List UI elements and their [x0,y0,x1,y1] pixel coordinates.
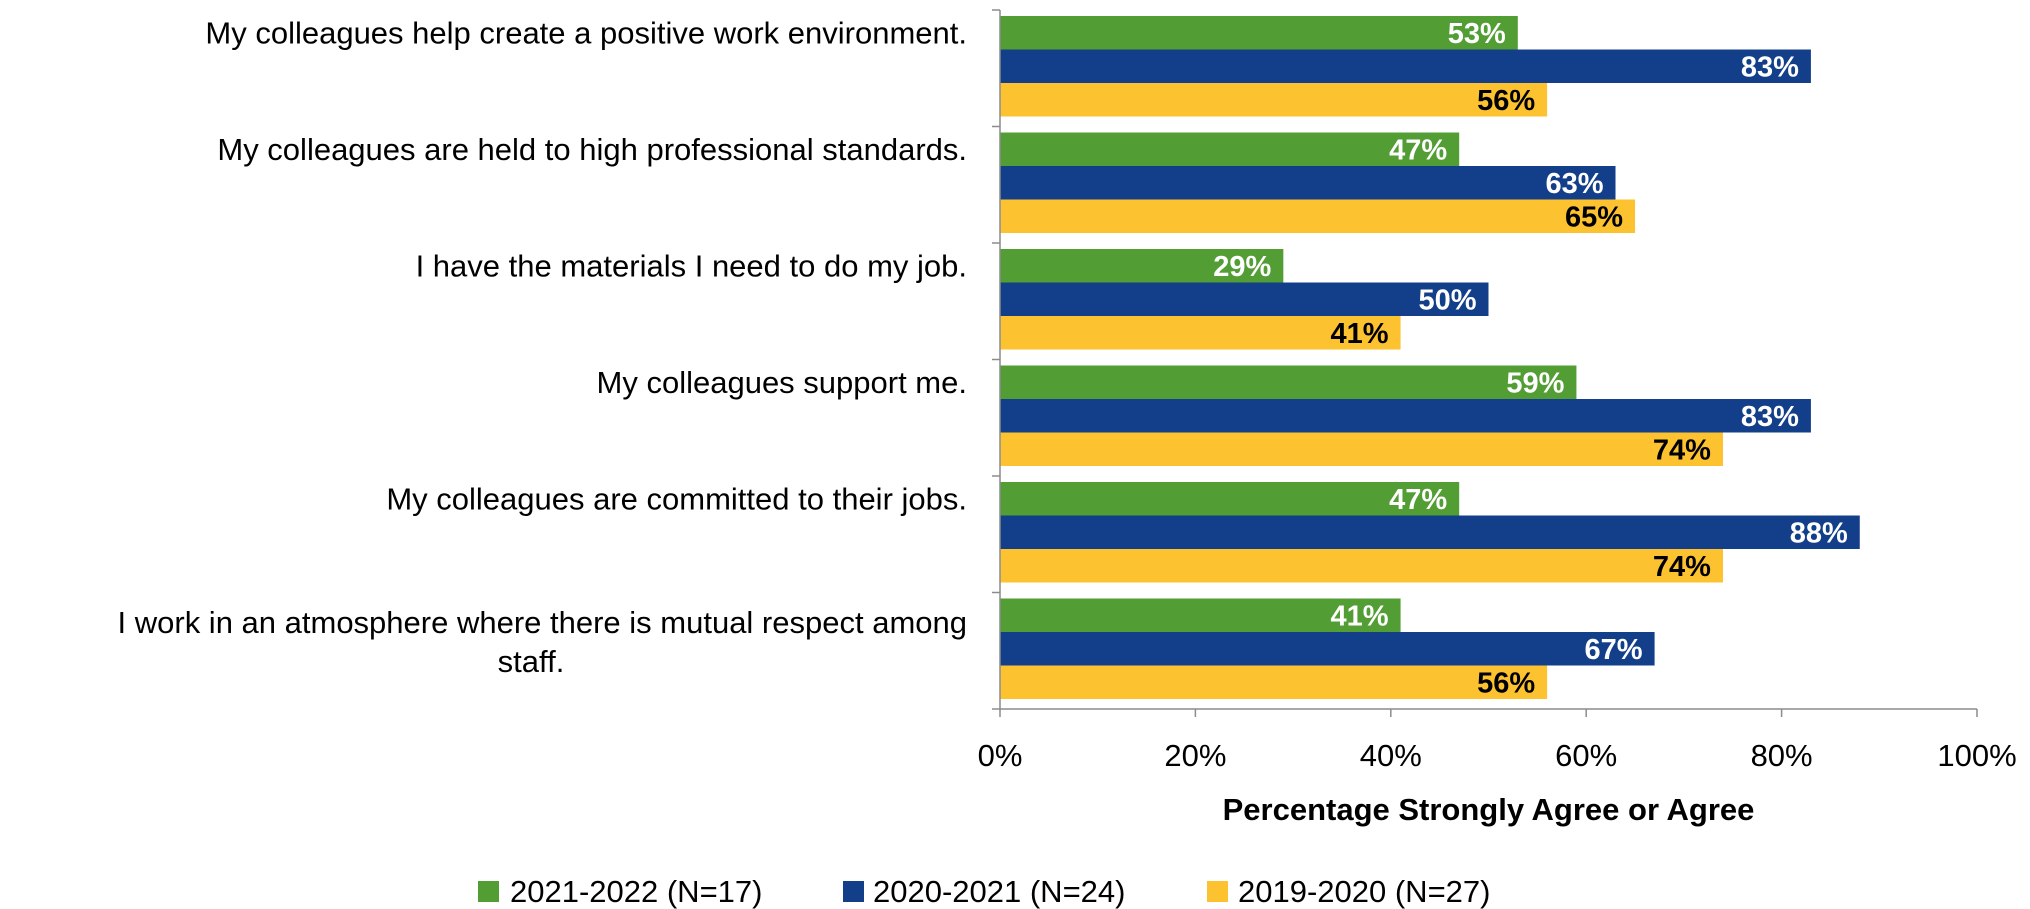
legend-label: 2021-2022 (N=17) [510,874,762,909]
x-tick-label: 20% [1164,738,1226,773]
x-tick-label: 80% [1751,738,1813,773]
bar-1-3 [1000,249,1284,283]
data-label: 41% [1331,600,1389,632]
data-label: 83% [1741,51,1799,83]
bar-3-4 [1000,432,1723,466]
bar-1-5 [1000,482,1460,516]
data-label: 56% [1477,85,1535,117]
legend-swatch [1207,881,1228,902]
x-tick-labels-group: 0% 20% 40% 60% 80% 100% [978,738,2017,773]
category-label: My colleagues help create a positive wor… [205,15,967,50]
category-label: I work in an atmosphere where there is m… [118,605,967,679]
bar-2-1 [1000,49,1811,83]
x-tick-label: 100% [1937,738,2016,773]
axes-group [992,9,1978,717]
category-label: My colleagues support me. [597,365,967,400]
bar-1-6 [1000,598,1401,632]
data-label: 59% [1506,367,1564,399]
data-label: 74% [1653,551,1711,583]
data-label: 83% [1741,401,1799,433]
bar-2-5 [1000,515,1860,549]
bar-1-2 [1000,132,1460,166]
bar-2-6 [1000,632,1655,666]
bar-3-2 [1000,199,1636,233]
legend-swatch [843,881,864,902]
data-label: 56% [1477,667,1535,699]
x-axis-title: Percentage Strongly Agree or Agree [1223,792,1755,827]
data-label: 63% [1545,168,1603,200]
data-label: 41% [1331,318,1389,350]
data-label: 47% [1389,134,1447,166]
data-label: 65% [1565,201,1623,233]
legend-label: 2020-2021 (N=24) [873,874,1125,909]
bar-1-1 [1000,16,1518,50]
bar-3-3 [1000,316,1401,350]
bar-2-2 [1000,166,1616,200]
legend-label: 2019-2020 (N=27) [1238,874,1490,909]
bar-3-6 [1000,665,1548,699]
category-label: I have the materials I need to do my job… [416,248,967,283]
bar-1-4 [1000,365,1577,399]
bars-group: 53% 83% 56% 47% 63%65% 29% 50% 41% 59% 83% 74% 47% 8… [1000,16,1860,699]
data-label: 67% [1585,634,1643,666]
category-labels-group: My colleagues help create a positive wor… [118,15,967,679]
x-tick-label: 0% [978,738,1023,773]
legend-swatch [478,881,499,902]
data-label: 53% [1448,18,1506,50]
bar-3-5 [1000,549,1723,583]
legend: 2021-2022 (N=17) 2020-2021 (N=24) 2019-202… [478,874,1490,909]
data-label: 29% [1213,251,1271,283]
data-label: 47% [1389,484,1447,516]
x-tick-label: 60% [1555,738,1617,773]
data-label: 88% [1790,517,1848,549]
data-label: 50% [1418,284,1476,316]
bar-2-4 [1000,399,1811,433]
category-label: My colleagues are held to high professio… [217,132,967,167]
bar-3-1 [1000,83,1548,117]
bar-2-3 [1000,282,1489,316]
x-tick-label: 40% [1360,738,1422,773]
data-label: 74% [1653,434,1711,466]
category-label: My colleagues are committed to their job… [386,481,967,516]
